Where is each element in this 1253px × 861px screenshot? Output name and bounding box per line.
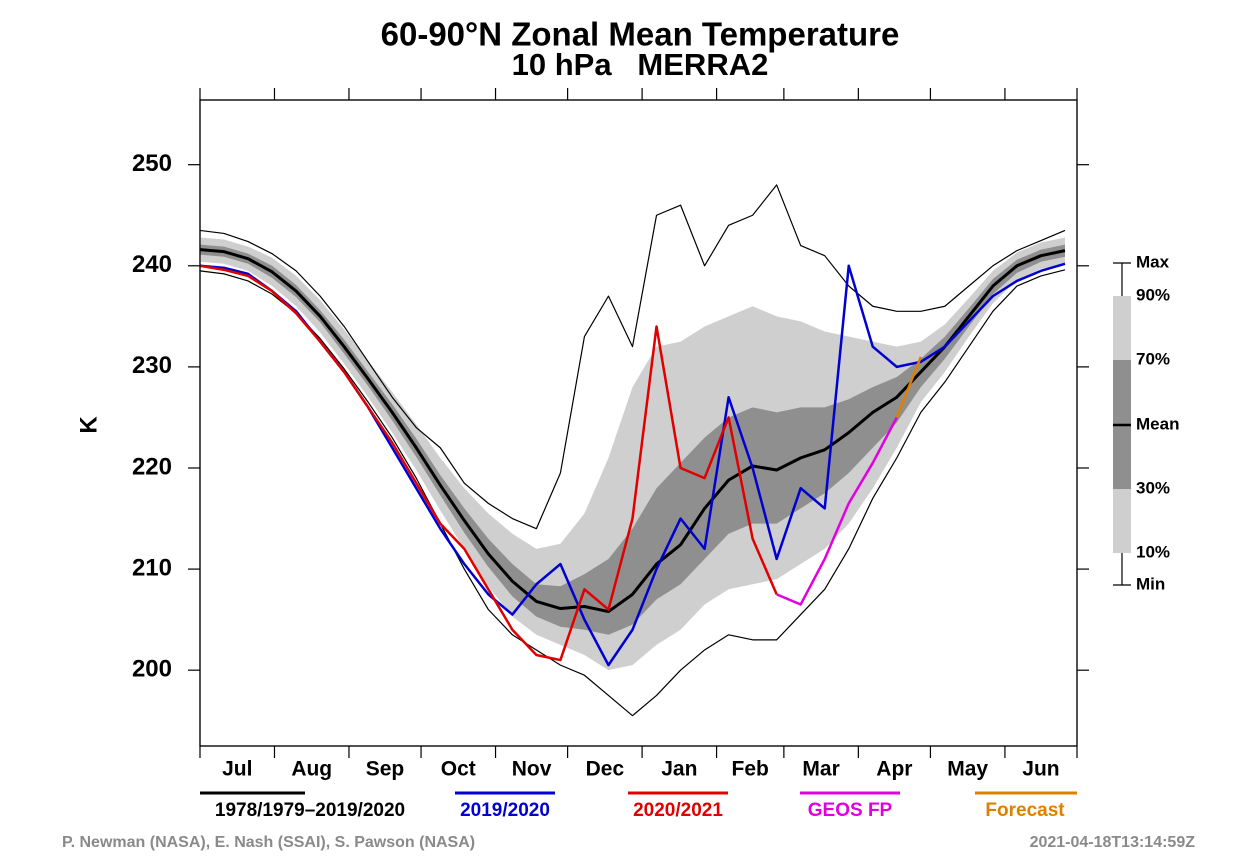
legend-label: 2019/2020 — [460, 800, 550, 821]
y-tick-label: 200 — [132, 656, 172, 683]
x-tick-label: Nov — [512, 758, 552, 781]
percentile-band — [200, 237, 1065, 671]
legend-label: GEOS FP — [808, 800, 893, 821]
x-tick-label: Apr — [876, 758, 912, 781]
legend-label: Forecast — [985, 800, 1065, 821]
min-line — [199, 269, 1066, 717]
y-tick-label: 210 — [132, 554, 172, 581]
key-label: Mean — [1136, 414, 1179, 433]
plot-frame — [199, 99, 1078, 747]
chart-title: 60-90°N Zonal Mean Temperature — [381, 16, 900, 53]
key-label: 30% — [1136, 478, 1170, 497]
series-line — [895, 356, 922, 418]
y-axis-label: K — [75, 416, 102, 434]
x-tick-label: Aug — [291, 758, 332, 781]
key-label: Max — [1136, 252, 1170, 271]
max-line — [199, 184, 1066, 530]
timestamp: 2021-04-18T13:14:59Z — [1030, 834, 1196, 851]
legend-label: 2020/2021 — [633, 800, 723, 821]
key-label: 90% — [1136, 285, 1170, 304]
legend-label: 1978/1979–2019/2020 — [215, 800, 405, 821]
mean-line — [199, 248, 1066, 614]
key-label: Min — [1136, 574, 1165, 593]
x-tick-label: May — [947, 758, 988, 781]
x-tick-label: Dec — [586, 758, 625, 781]
x-tick-label: Jul — [222, 758, 252, 781]
x-tick-label: Sep — [366, 758, 405, 781]
chart-subtitle: 10 hPa MERRA2 — [512, 47, 769, 82]
key-label: 70% — [1136, 349, 1170, 368]
credit: P. Newman (NASA), E. Nash (SSAI), S. Paw… — [62, 834, 475, 851]
series-line — [199, 264, 778, 662]
key-label: 10% — [1136, 542, 1170, 561]
x-tick-label: Jan — [661, 758, 697, 781]
x-tick-label: Mar — [802, 758, 839, 781]
y-tick-label: 250 — [132, 150, 172, 177]
x-tick-label: Feb — [732, 758, 769, 781]
x-tick-label: Oct — [441, 758, 476, 781]
x-tick-label: Jun — [1022, 758, 1059, 781]
y-tick-label: 220 — [132, 453, 172, 480]
y-tick-label: 240 — [132, 251, 172, 278]
y-tick-label: 230 — [132, 352, 172, 379]
series-line — [776, 416, 898, 606]
